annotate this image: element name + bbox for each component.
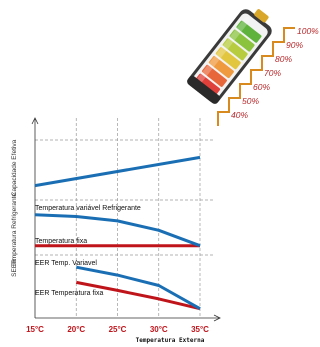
battery-segment [195, 73, 221, 96]
battery-level-label: 60% [253, 82, 270, 92]
annotation-temp-variavel: Temperatura variável Refrigerante [35, 205, 141, 212]
annotation-temp-fixa: Temperatura fixa [35, 238, 87, 245]
y-axis-arrow [31, 117, 39, 125]
chart-grid [35, 118, 215, 318]
ylabel-panel-1-line1: Capacidade Efetiva [11, 139, 18, 196]
battery-icon [187, 9, 272, 104]
series-line-panel3-2 [76, 280, 201, 311]
battery-level-label: 80% [275, 54, 292, 64]
x-tick-label: 15°C [26, 325, 44, 334]
battery-level-label: 70% [264, 68, 281, 78]
battery-terminal [254, 9, 269, 23]
battery-segment [222, 38, 248, 61]
staircase-line [217, 27, 295, 126]
x-axis-arrow [213, 314, 221, 322]
series-line-panel2-1 [34, 213, 201, 248]
x-tick-label: 25°C [109, 325, 127, 334]
x-tick-labels: 15°C 20°C 25°C 30°C 35°C [26, 325, 209, 334]
battery-level-label: 50% [242, 96, 259, 106]
x-axis-label: Temperatura Externa [136, 337, 205, 344]
series-line-panel1-1 [34, 155, 201, 188]
battery-gloss [195, 16, 250, 85]
x-tick-label: 20°C [67, 325, 85, 334]
x-tick-label: 35°C [191, 325, 209, 334]
battery-segment [229, 29, 255, 52]
annotation-eer-variavel: EER Temp. Variavel [35, 260, 97, 267]
battery-segment [202, 64, 227, 87]
battery-base [187, 75, 220, 104]
battery-segment [236, 20, 262, 43]
x-tick-label: 30°C [150, 325, 168, 334]
series-line-panel3-1 [76, 265, 201, 311]
ylabel-panel-2-line1: Temperatura Refrigerante [11, 193, 18, 267]
battery-segment [215, 47, 241, 70]
battery-level-label: 90% [286, 40, 303, 50]
annotation-eer-fixa: EER Temperatura fixa [35, 290, 103, 297]
battery-segment [208, 56, 234, 79]
ylabel-panel-3: SEER [11, 259, 18, 277]
chart-axes [31, 117, 221, 322]
battery-level-stairs: 40% 50% 60% 70% 80% 90% 100% [217, 26, 319, 126]
battery-level-label: 100% [297, 26, 319, 36]
chart-series [34, 155, 201, 311]
battery-level-label: 40% [231, 110, 248, 120]
